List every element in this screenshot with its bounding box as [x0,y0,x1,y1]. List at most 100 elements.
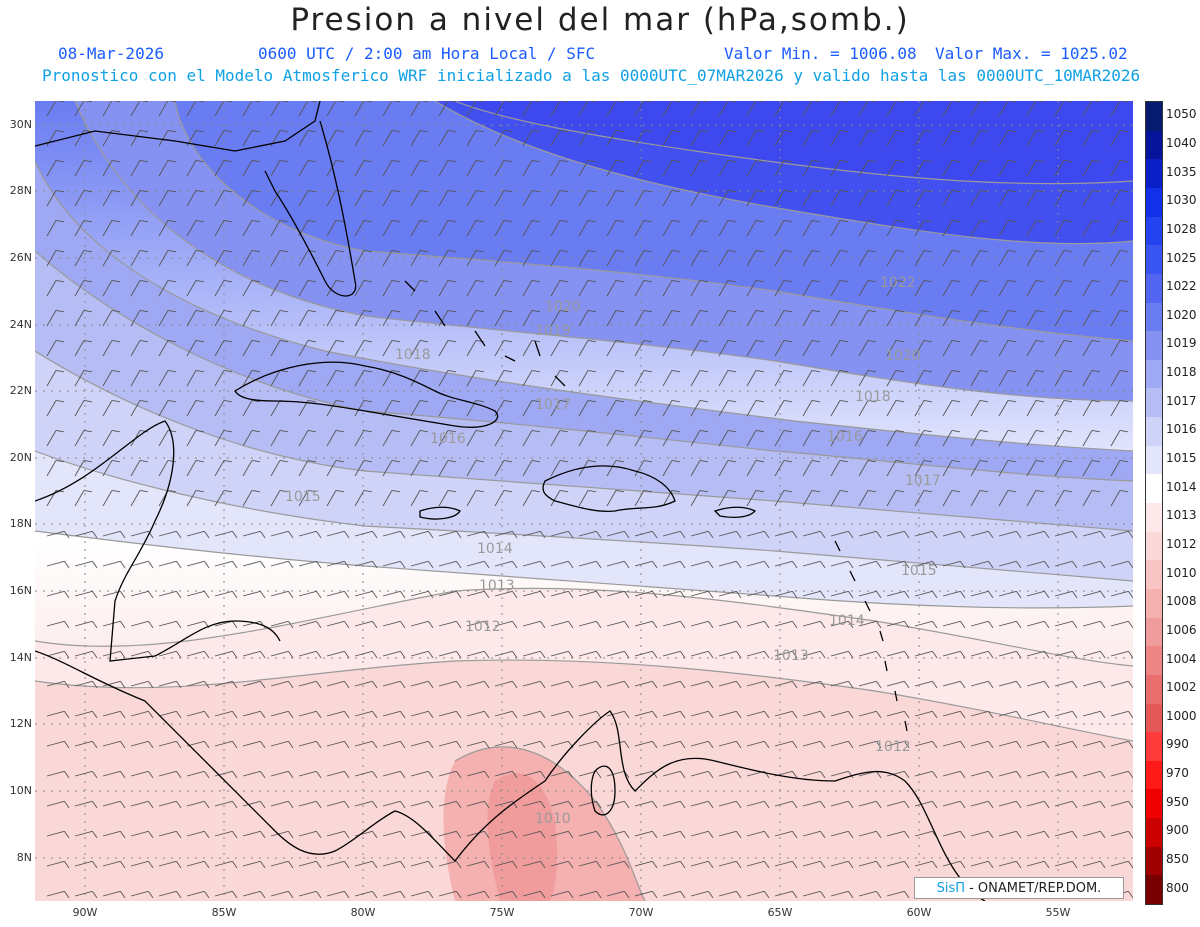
wind-barb [46,620,65,627]
wind-barb-flag [316,741,322,749]
wind-barb [326,860,345,867]
wind-barb [494,160,505,177]
wind-barb-flag [447,369,456,373]
wind-barb-flag [988,861,994,869]
wind-barb-flag [783,219,792,223]
wind-barb-flag [447,279,456,283]
wind-barb-flag [447,489,456,493]
wind-barb-flag [727,219,736,223]
wind-barb [634,830,653,837]
wind-barb [1082,530,1101,537]
wind-barb-flag [1007,309,1016,313]
wind-barb [606,800,625,807]
wind-barb-flag [876,891,882,899]
wind-barb [494,101,505,117]
lat-label: 20N [9,451,32,464]
wind-barb [970,190,981,207]
wind-barb-flag [596,891,602,899]
wind-barb-flag [708,651,714,659]
wind-barb-flag [400,741,406,749]
wind-barb-flag [419,249,428,253]
wind-barb [886,530,905,537]
wind-barb [662,160,673,177]
wind-barb [942,101,953,117]
wind-barb-flag [456,741,462,749]
wind-barb-flag [1128,621,1133,629]
wind-barb-flag [363,399,372,403]
wind-barb-flag [83,399,92,403]
wind-barb [942,160,953,177]
wind-barb-flag [587,129,596,133]
wind-barb [942,280,953,297]
wind-barb-flag [755,369,764,373]
wind-barb-flag [484,801,490,809]
wind-barb-flag [820,741,826,749]
wind-barb-flag [923,249,932,253]
wind-barb [690,160,701,177]
wind-barb [382,770,401,777]
wind-barb-flag [960,561,966,569]
wind-barb [102,400,113,417]
wind-barb-flag [540,831,546,839]
wind-barb-flag [139,369,148,373]
wind-barb [970,130,981,147]
wind-barb [270,190,281,207]
wind-barb [1054,250,1065,267]
wind-barb [74,830,93,837]
wind-barb [662,340,673,357]
wind-barb-flag [1119,339,1128,343]
wind-barb [970,590,989,597]
wind-barb [326,430,337,447]
lat-label: 24N [9,318,32,331]
wind-barb [886,430,897,447]
wind-barb-flag [344,801,350,809]
wind-barb [662,800,681,807]
wind-barb-flag [783,189,792,193]
wind-barb [718,740,737,747]
wind-barb [914,190,925,207]
wind-barb-flag [559,339,568,343]
wind-barb-flag [1128,741,1133,749]
wind-barb [606,590,625,597]
wind-barb [158,190,169,207]
wind-barb-flag [1100,621,1106,629]
wind-barb [354,650,373,657]
wind-barb-flag [764,591,770,599]
wind-barb-flag [559,309,568,313]
wind-barb [802,890,821,897]
wind-barb-flag [699,309,708,313]
wind-barb-flag [456,651,462,659]
wind-barb-flag [400,531,406,539]
wind-barb-flag [260,651,266,659]
wind-barb [382,190,393,207]
wind-barb-flag [195,399,204,403]
wind-barb [242,890,261,897]
wind-barb [858,220,869,237]
wind-barb-flag [475,129,484,133]
wind-barb-flag [680,591,686,599]
wind-barb [214,740,233,747]
wind-barb [522,400,533,417]
wind-barb [214,680,233,687]
colorbar-label: 1002 [1166,680,1197,695]
wind-barb-flag [335,459,344,463]
wind-barb [382,830,401,837]
wind-barb [550,530,569,537]
wind-barb [298,101,309,117]
wind-barb-flag [1007,279,1016,283]
wind-barb-flag [699,489,708,493]
wind-barb-flag [1100,531,1106,539]
wind-barb-flag [475,189,484,193]
wind-barb [298,370,309,387]
wind-barb [326,310,337,327]
wind-barb [942,190,953,207]
wind-barb-flag [400,651,406,659]
wind-barb-flag [1007,189,1016,193]
wind-barb-flag [1119,459,1128,463]
wind-barb [186,770,205,777]
wind-barb-flag [475,399,484,403]
wind-barb [634,860,653,867]
wind-barb [550,160,561,177]
wind-barb [298,460,309,477]
wind-barb [718,220,729,237]
